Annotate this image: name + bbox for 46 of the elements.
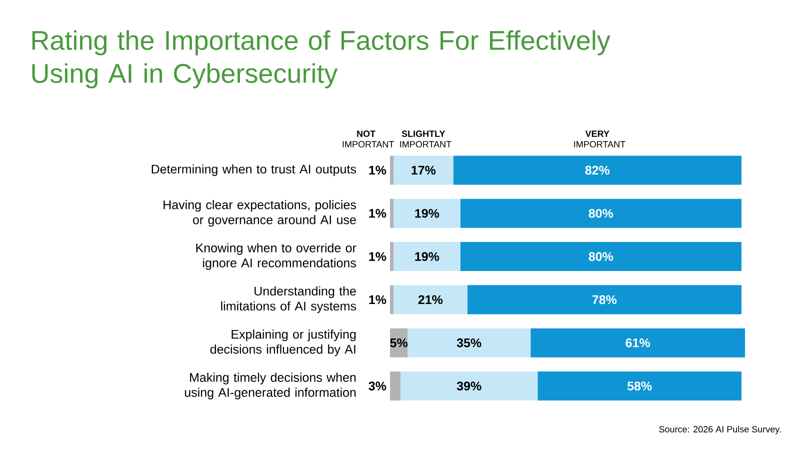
bar (394, 156, 454, 185)
bar (394, 285, 468, 314)
series-label: SLIGHTLY IMPORTANT (400, 130, 452, 148)
bar (408, 328, 531, 358)
bar (390, 372, 401, 401)
data-label: 78% (592, 295, 617, 304)
data-label: 82% (585, 166, 610, 175)
data-label: 39% (456, 382, 482, 390)
data-label: 35% (456, 338, 482, 348)
bar (390, 156, 394, 185)
y-tick-label: Determining when to trust AI outputs (152, 164, 356, 176)
data-label: 3% (368, 382, 386, 390)
chart-title: Rating the Importance of Factors For Effectively Using AI in Cybersecurity (32, 30, 610, 88)
data-label: 1% (369, 252, 386, 261)
y-tick-label: Knowing when to override or ignore AI recommendations (196, 243, 356, 270)
bar (460, 198, 742, 228)
series-label: VERY IMPORTANT (574, 130, 626, 148)
data-label: 61% (626, 338, 650, 348)
bar (467, 285, 742, 314)
bar (460, 242, 742, 272)
data-label: 19% (415, 208, 440, 218)
series-label: NOT IMPORTANT (342, 130, 394, 148)
bar (390, 242, 394, 272)
bar (390, 198, 394, 228)
data-label: 58% (627, 382, 652, 390)
y-tick-label: Explaining or justifying decisions influenced by AI (210, 330, 356, 356)
data-label: 80% (588, 252, 614, 261)
source-note: Source: 2026 AI Pulse Survey. (659, 426, 781, 434)
bar (394, 198, 460, 228)
data-label: 5% (390, 338, 408, 348)
bar (453, 156, 742, 185)
data-label: 1% (369, 166, 386, 175)
data-label: 1% (369, 208, 386, 218)
bar (394, 242, 460, 272)
bar (530, 328, 746, 358)
y-tick-label: Understanding the limitations of AI systems (221, 286, 356, 314)
data-label: 80% (588, 208, 614, 218)
bar (400, 372, 538, 401)
data-label: 1% (369, 295, 386, 304)
data-label: 19% (415, 252, 440, 261)
bar (390, 285, 394, 314)
y-tick-label: Making timely decisions when using AI-generated information (184, 372, 356, 400)
data-label: 17% (412, 166, 436, 175)
data-label: 21% (418, 295, 443, 304)
bar (538, 372, 742, 401)
y-tick-label: Having clear expectations, policies or governance around AI use (164, 200, 356, 227)
